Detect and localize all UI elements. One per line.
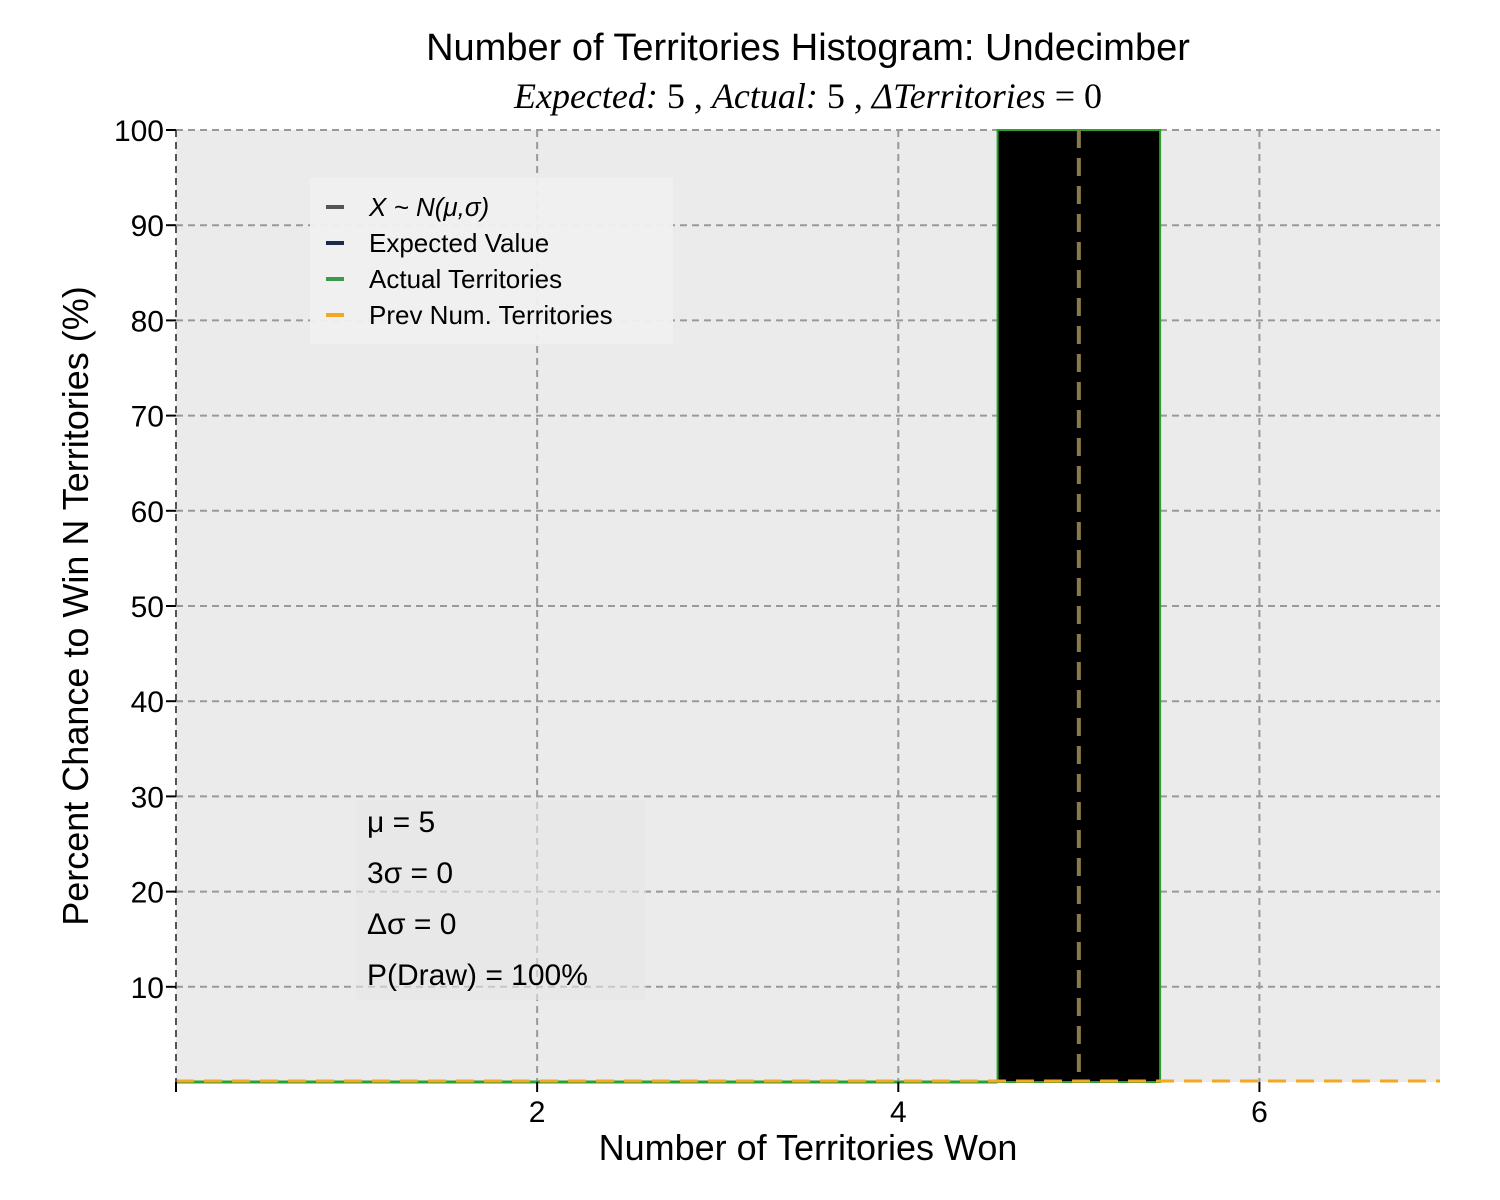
- legend-label: X ~ N(μ,σ): [368, 192, 489, 222]
- x-ticks: 2 4 6: [175, 1082, 1268, 1129]
- legend-label: Prev Num. Territories: [369, 300, 613, 330]
- y-ticks: 10 20 30 40 50 60 70 80 90 100: [114, 115, 176, 1005]
- subtitle-expected-label: Expected:: [513, 76, 658, 116]
- stats-background: [356, 800, 646, 1000]
- x-tick-label: 2: [529, 1096, 546, 1129]
- stat-line: 3σ = 0: [367, 857, 453, 890]
- stat-line: μ = 5: [367, 806, 435, 839]
- legend-box: [310, 178, 673, 344]
- stat-line: P(Draw) = 100%: [367, 959, 588, 992]
- y-tick-label: 100: [114, 115, 164, 148]
- y-tick-label: 90: [131, 210, 164, 243]
- subtitle-delta-label: ΔTerritories: [870, 76, 1046, 116]
- y-tick-label: 10: [131, 972, 164, 1005]
- x-tick-label: 4: [890, 1096, 907, 1129]
- y-tick-label: 70: [131, 401, 164, 434]
- stat-line: Δσ = 0: [367, 908, 456, 941]
- y-tick-label: 40: [131, 686, 164, 719]
- subtitle-actual-value: 5: [827, 76, 845, 116]
- y-axis-label: Percent Chance to Win N Territories (%): [55, 286, 96, 926]
- subtitle-expected-value: 5: [667, 76, 685, 116]
- subtitle-delta-value: = 0: [1055, 76, 1102, 116]
- legend-label: Actual Territories: [369, 264, 562, 294]
- reference-lines: [176, 130, 1440, 1084]
- y-tick-label: 80: [131, 305, 164, 338]
- x-axis-label: Number of Territories Won: [599, 1127, 1018, 1168]
- y-tick-label: 50: [131, 591, 164, 624]
- chart-subtitle: Expected: 5 , Actual: 5 , ΔTerritories =…: [513, 76, 1102, 116]
- legend-label: Expected Value: [369, 228, 549, 258]
- x-tick-label: 6: [1251, 1096, 1268, 1129]
- stats-box: μ = 5 3σ = 0 Δσ = 0 P(Draw) = 100%: [356, 800, 646, 1000]
- y-tick-label: 30: [131, 781, 164, 814]
- subtitle-actual-label: Actual:: [710, 76, 818, 116]
- y-tick-label: 20: [131, 877, 164, 910]
- chart-title: Number of Territories Histogram: Undecim…: [426, 27, 1190, 69]
- y-tick-label: 60: [131, 496, 164, 529]
- legend: X ~ N(μ,σ) Expected Value Actual Territori…: [310, 178, 673, 344]
